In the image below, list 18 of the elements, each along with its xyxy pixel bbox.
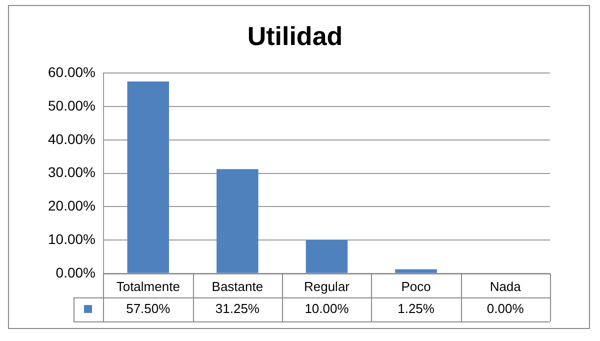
x-tick-label: Poco bbox=[401, 278, 431, 294]
data-label: 1.25% bbox=[398, 300, 435, 316]
y-tick-label: 40.00% bbox=[48, 130, 96, 147]
y-tick-label: 10.00% bbox=[48, 230, 96, 247]
y-tick-label: 20.00% bbox=[48, 198, 96, 214]
x-tick-label: Regular bbox=[304, 278, 350, 294]
data-label: 57.50% bbox=[126, 300, 171, 316]
data-label: 31.25% bbox=[215, 300, 260, 316]
x-tick-label: Bastante bbox=[212, 278, 264, 294]
y-tick-label: 60.00% bbox=[48, 64, 96, 80]
chart-title: Utilidad bbox=[247, 20, 343, 51]
y-tick-label: 50.00% bbox=[48, 97, 96, 114]
x-tick-label: Nada bbox=[490, 278, 522, 294]
y-tick-label: 0.00% bbox=[56, 264, 96, 280]
data-label: 10.00% bbox=[304, 300, 350, 316]
data-label: 0.00% bbox=[486, 300, 524, 316]
x-tick-label: Totalmente bbox=[116, 278, 180, 294]
y-tick-label: 30.00% bbox=[48, 164, 96, 180]
